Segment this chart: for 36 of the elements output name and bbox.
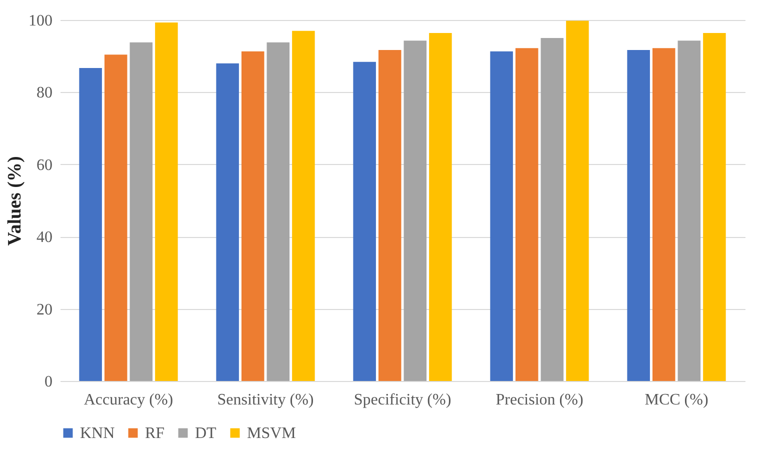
y-tick-label: 40 xyxy=(36,229,52,246)
bar xyxy=(652,48,676,381)
legend-label: DT xyxy=(195,425,217,442)
x-tick-label: Accuracy (%) xyxy=(84,392,174,408)
bar xyxy=(353,62,376,381)
y-tick-label: 80 xyxy=(36,84,52,102)
bar xyxy=(155,22,178,381)
bar xyxy=(216,63,239,381)
bar xyxy=(79,68,102,381)
bar xyxy=(429,32,452,381)
bar xyxy=(515,48,538,381)
legend-label: RF xyxy=(145,425,165,442)
bar xyxy=(404,40,427,381)
bar xyxy=(378,50,402,381)
bar xyxy=(540,38,564,381)
x-tick-label: Sensitivity (%) xyxy=(217,392,314,408)
bar xyxy=(678,40,701,381)
y-tick-label: 60 xyxy=(36,156,52,174)
legend-label: MSVM xyxy=(247,425,296,442)
bar xyxy=(292,30,315,381)
bar xyxy=(490,51,513,381)
bar xyxy=(241,51,264,381)
x-tick-label: MCC (%) xyxy=(644,392,708,408)
x-tick-label: Precision (%) xyxy=(496,392,584,408)
legend-label: KNN xyxy=(80,425,116,442)
y-tick-label: 0 xyxy=(44,374,52,390)
bar xyxy=(627,50,650,381)
y-tick-label: 100 xyxy=(28,12,52,30)
bar xyxy=(566,20,589,381)
x-tick-label: Specificity (%) xyxy=(354,392,452,408)
y-tick-label: 20 xyxy=(36,301,52,318)
bar xyxy=(266,42,290,381)
bar xyxy=(130,42,153,381)
bar xyxy=(104,54,128,381)
bar xyxy=(703,32,726,381)
y-axis-title: Values (%) xyxy=(4,156,26,246)
